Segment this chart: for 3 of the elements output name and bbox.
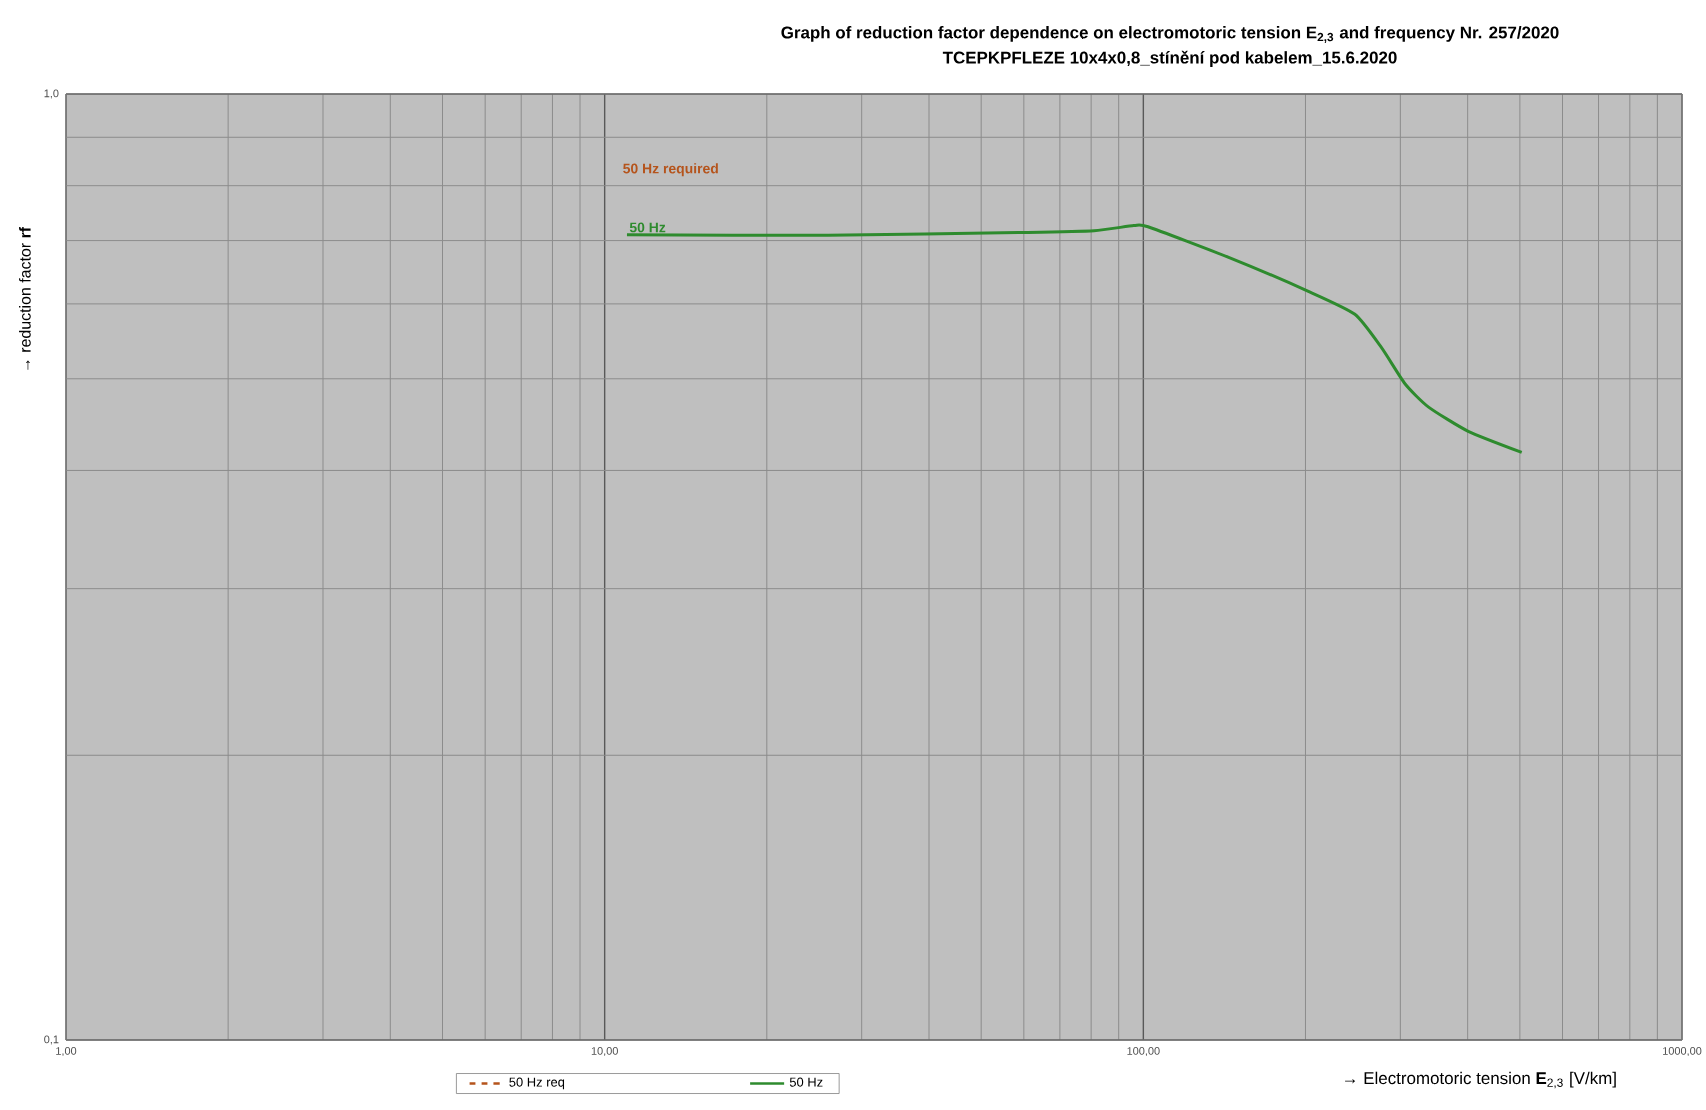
- chart-title: Graph of reduction factor dependence on electromotoric tension E$_{2,3}$ and frequency Nr. 257/2020: [781, 26, 1559, 43]
- chart-subtitle: TCEPKPFLEZE 10x4x0,8_stínění pod kabelem_15.6.2020: [942, 50, 1397, 67]
- x-axis-title: → Electromotoric tension E$_{2,3}$ [V/km]: [1345, 1071, 1616, 1089]
